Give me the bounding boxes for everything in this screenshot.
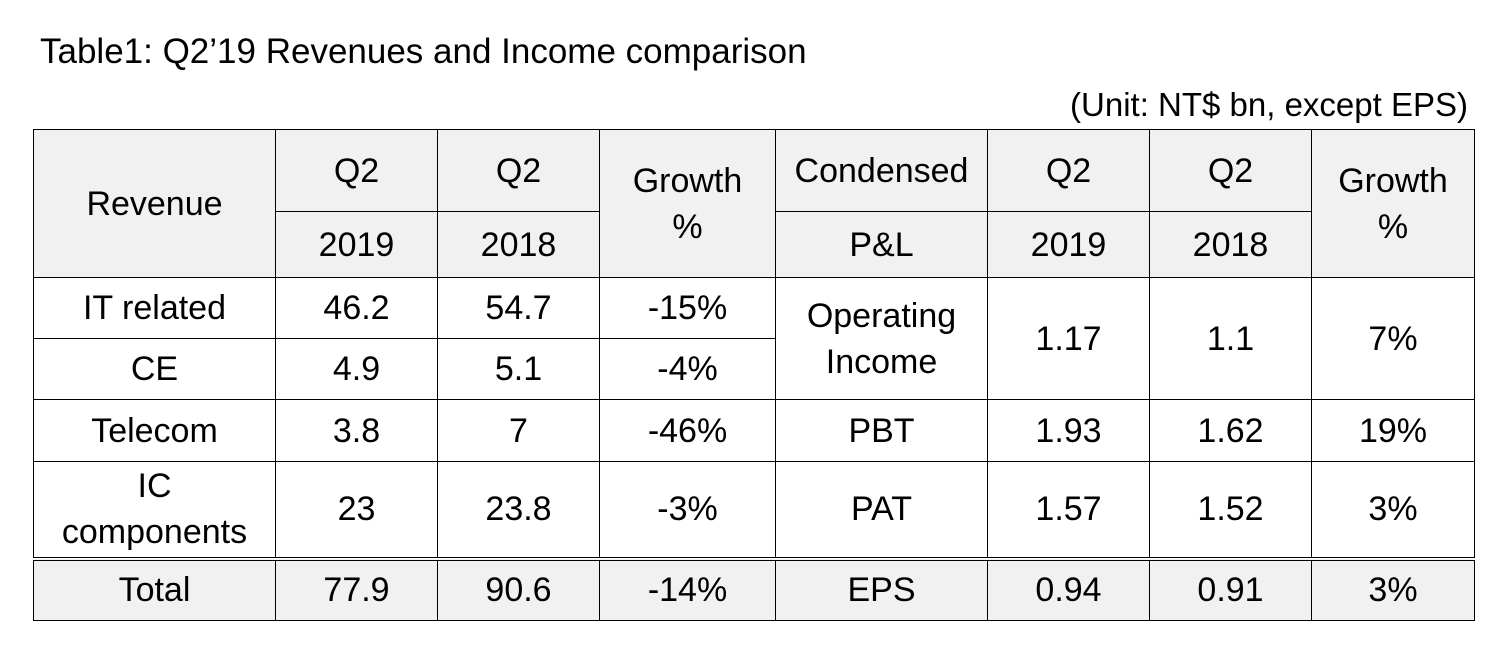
pl-q2-2019: 1.57 [987,461,1150,559]
year-header: 2019 [987,211,1150,278]
pl-q2-2019: 1.93 [987,399,1150,462]
pl-q2-2018: 1.62 [1149,399,1312,462]
revenue-q2-2019: 4.9 [275,338,438,400]
table-row: IC components 23 23.8 -3% PAT 1.57 1.52 … [33,461,1475,559]
pl-label: Operating Income [775,277,988,400]
revenue-growth: -46% [599,399,776,462]
growth-header-line1: Growth [632,161,743,200]
growth-header-line2: % [1377,207,1409,246]
pl-label-line2: Income [825,342,938,381]
header-row-1: Revenue Q2 Q2 Growth % Condensed Q2 Q2 G… [33,129,1475,278]
revenue-label: Total [33,556,276,621]
revenue-q2-2018: 23.8 [437,461,600,559]
growth-header-line1: Growth [1338,161,1448,200]
pl-growth: 19% [1311,399,1475,462]
revenue-q2-2018: 90.6 [437,556,600,621]
pl-q2-2018: 1.1 [1149,277,1312,400]
unit-note: (Unit: NT$ bn, except EPS) [1070,86,1468,123]
condensed-header: Condensed [775,129,988,212]
revenue-label-line1: IC [137,467,172,506]
pl-q2-2018: 0.91 [1149,556,1312,621]
revenue-q2-2018: 5.1 [437,338,600,400]
revenue-label: IT related [33,277,276,339]
revenue-q2-2019: 3.8 [275,399,438,462]
total-row: Total 77.9 90.6 -14% EPS 0.94 0.91 3% [33,556,1475,621]
table-row: Telecom 3.8 7 -46% PBT 1.93 1.62 19% [33,399,1475,462]
pl-growth: 3% [1311,556,1475,621]
revenue-growth: -15% [599,277,776,339]
revenue-header: Revenue [33,129,276,278]
revenue-q2-2019: 46.2 [275,277,438,339]
pl-header: P&L [775,211,988,278]
revenue-q2-2019: 77.9 [275,556,438,621]
table-row: CE 4.9 5.1 -4% [33,338,1475,400]
pl-label: EPS [775,556,988,621]
revenue-label: Telecom [33,399,276,462]
revenue-growth: -4% [599,338,776,400]
revenue-growth: -14% [599,556,776,621]
revenue-q2-2019: 23 [275,461,438,559]
revenue-growth: -3% [599,461,776,559]
year-header: 2019 [275,211,438,278]
q2-header: Q2 [275,129,438,212]
growth-header: Growth % [1311,129,1475,278]
pl-growth: 3% [1311,461,1475,559]
year-header: 2018 [437,211,600,278]
pl-label-line1: Operating [806,296,957,335]
pl-growth: 7% [1311,277,1475,400]
revenue-income-table: Revenue Q2 Q2 Growth % Condensed Q2 Q2 G… [33,129,1475,621]
revenue-q2-2018: 7 [437,399,600,462]
table-row: IT related 46.2 54.7 -15% Operating Inco… [33,277,1475,400]
q2-header: Q2 [987,129,1150,212]
growth-header: Growth % [599,129,776,278]
pl-label: PBT [775,399,988,462]
revenue-label: CE [33,338,276,400]
q2-header: Q2 [1149,129,1312,212]
pl-label: PAT [775,461,988,559]
revenue-label: IC components [33,461,276,559]
year-header: 2018 [1149,211,1312,278]
pl-q2-2019: 1.17 [987,277,1150,400]
q2-header: Q2 [437,129,600,212]
revenue-q2-2018: 54.7 [437,277,600,339]
table-title: Table1: Q2’19 Revenues and Income compar… [40,32,807,71]
header-row-2: 2019 2018 P&L 2019 2018 [34,211,1475,278]
growth-header-line2: % [672,207,703,246]
revenue-label-line2: components [61,513,248,552]
pl-q2-2019: 0.94 [987,556,1150,621]
pl-q2-2018: 1.52 [1149,461,1312,559]
